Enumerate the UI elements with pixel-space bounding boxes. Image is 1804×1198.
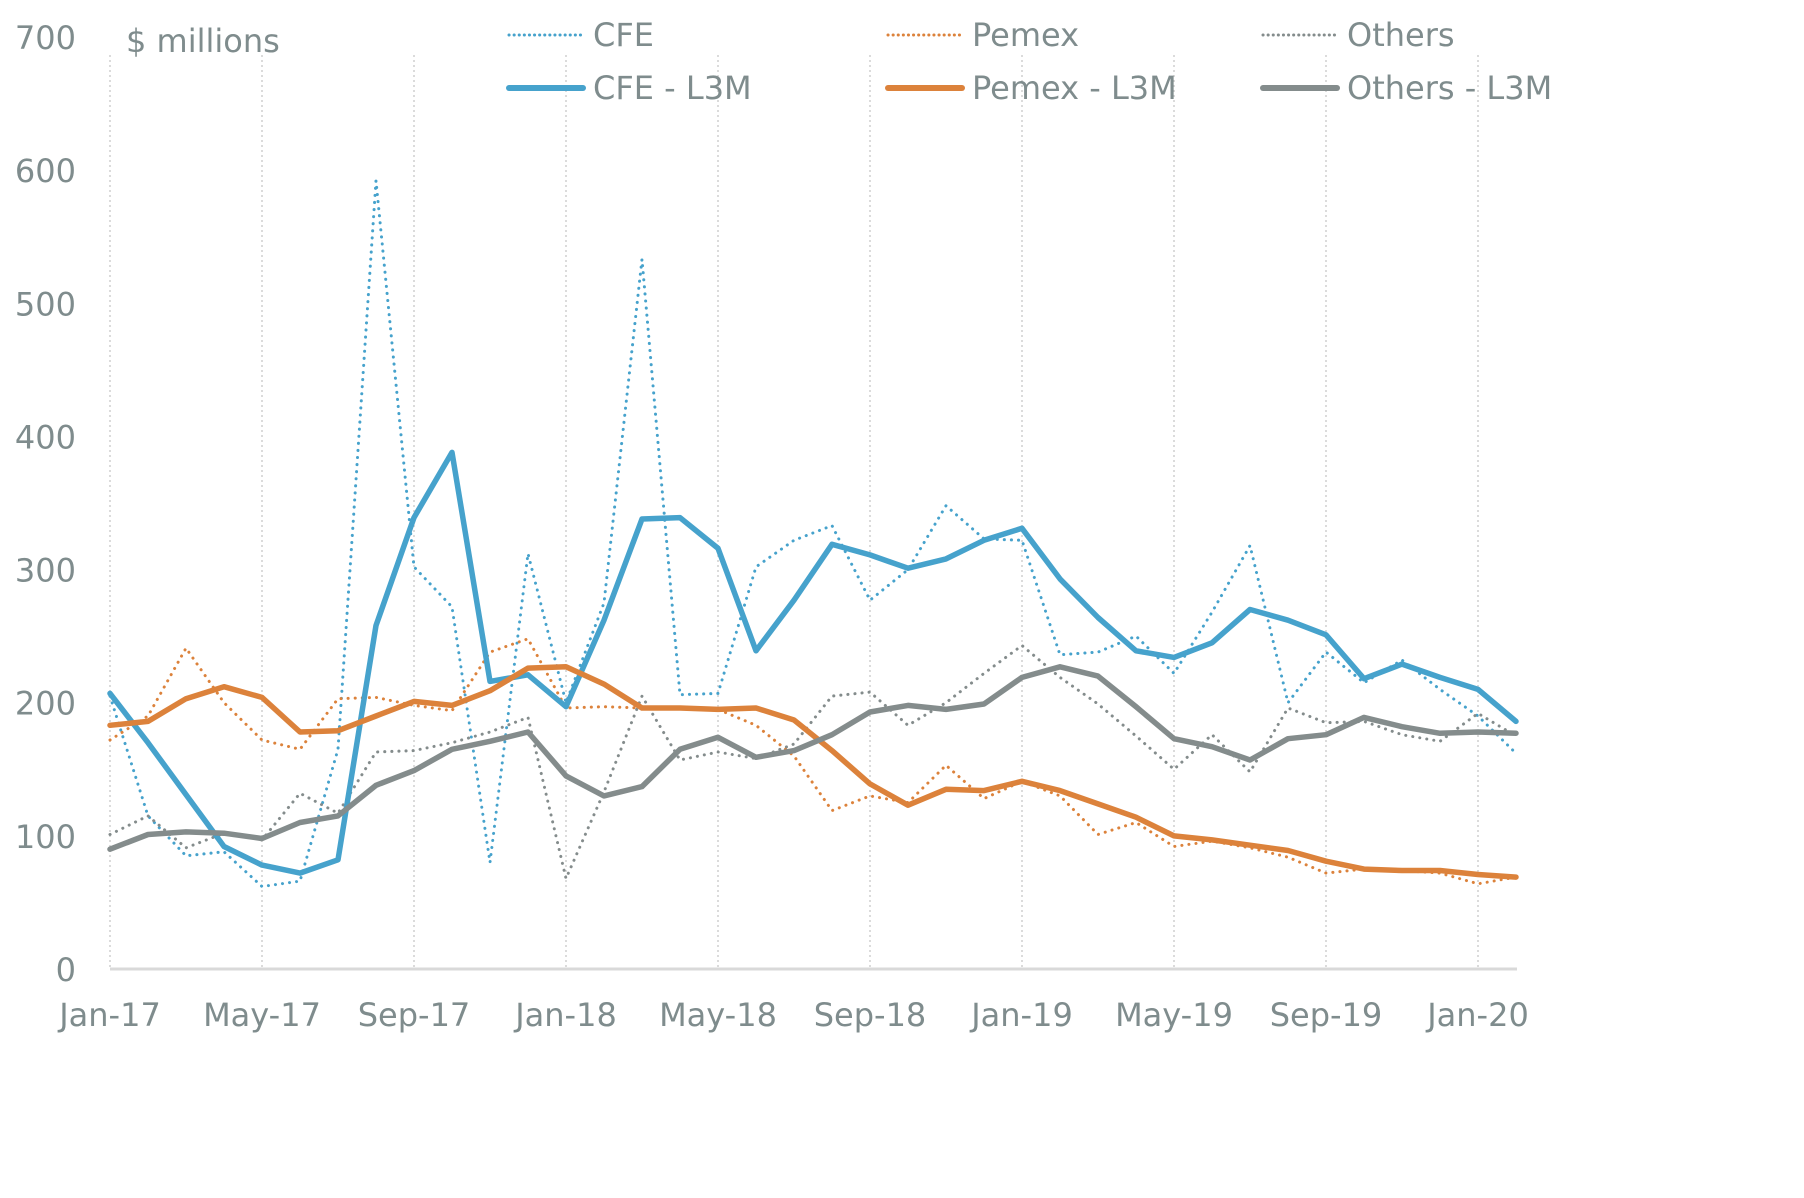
legend-label: Others - L3M	[1347, 69, 1552, 107]
legend-item-others: Others	[1261, 16, 1455, 54]
series-line-cfe-l3m	[107, 449, 1519, 876]
legend-item-cfe: CFE	[507, 16, 654, 54]
x-axis-ticks: Jan-17 May-17 Sep-17 Jan-18 May-18 Sep-18 Jan-…	[57, 996, 1529, 1034]
y-tick-label: 600	[15, 152, 76, 190]
x-tick-label: Jan-20	[1425, 996, 1529, 1034]
y-tick-label: 100	[15, 818, 76, 856]
y-tick-label: 700	[15, 19, 76, 57]
x-tick-label: Jan-18	[513, 996, 617, 1034]
y-tick-label: 300	[15, 552, 76, 590]
series-line-pemex-l3m	[107, 664, 1519, 880]
x-tick-label: Sep-19	[1270, 996, 1383, 1034]
y-tick-label: 500	[15, 285, 76, 323]
legend-item-cfe-l3m: CFE - L3M	[506, 69, 752, 107]
legend-label: CFE	[593, 16, 654, 54]
series-lines	[107, 179, 1519, 888]
legend-label: Pemex - L3M	[972, 69, 1177, 107]
y-tick-label: 400	[15, 418, 76, 456]
y-tick-label: 0	[56, 951, 76, 989]
legend-item-others-l3m: Others - L3M	[1260, 69, 1552, 107]
gridlines	[109, 55, 1479, 969]
y-unit-label: $ millions	[126, 22, 280, 60]
x-tick-label: May-17	[203, 996, 321, 1034]
series-line-others	[108, 644, 1518, 880]
x-tick-label: Sep-17	[358, 996, 471, 1034]
x-tick-label: May-18	[659, 996, 777, 1034]
legend: CFE Pemex Others CFE - L3M Pemex - L3M Others…	[506, 16, 1552, 107]
legend-item-pemex-l3m: Pemex - L3M	[885, 69, 1177, 107]
x-tick-label: Jan-17	[57, 996, 161, 1034]
x-tick-label: May-19	[1115, 996, 1233, 1034]
legend-label: Others	[1347, 16, 1455, 54]
series-line-pemex	[108, 637, 1518, 886]
y-axis-ticks: 0 100 200 300 400 500 600 700	[15, 19, 76, 989]
legend-label: Pemex	[972, 16, 1079, 54]
legend-item-pemex: Pemex	[886, 16, 1079, 54]
x-tick-label: Sep-18	[814, 996, 927, 1034]
y-tick-label: 200	[15, 685, 76, 723]
legend-label: CFE - L3M	[593, 69, 752, 107]
series-line-cfe	[108, 179, 1518, 888]
x-tick-label: Jan-19	[969, 996, 1073, 1034]
series-line-others-l3m	[107, 664, 1519, 852]
